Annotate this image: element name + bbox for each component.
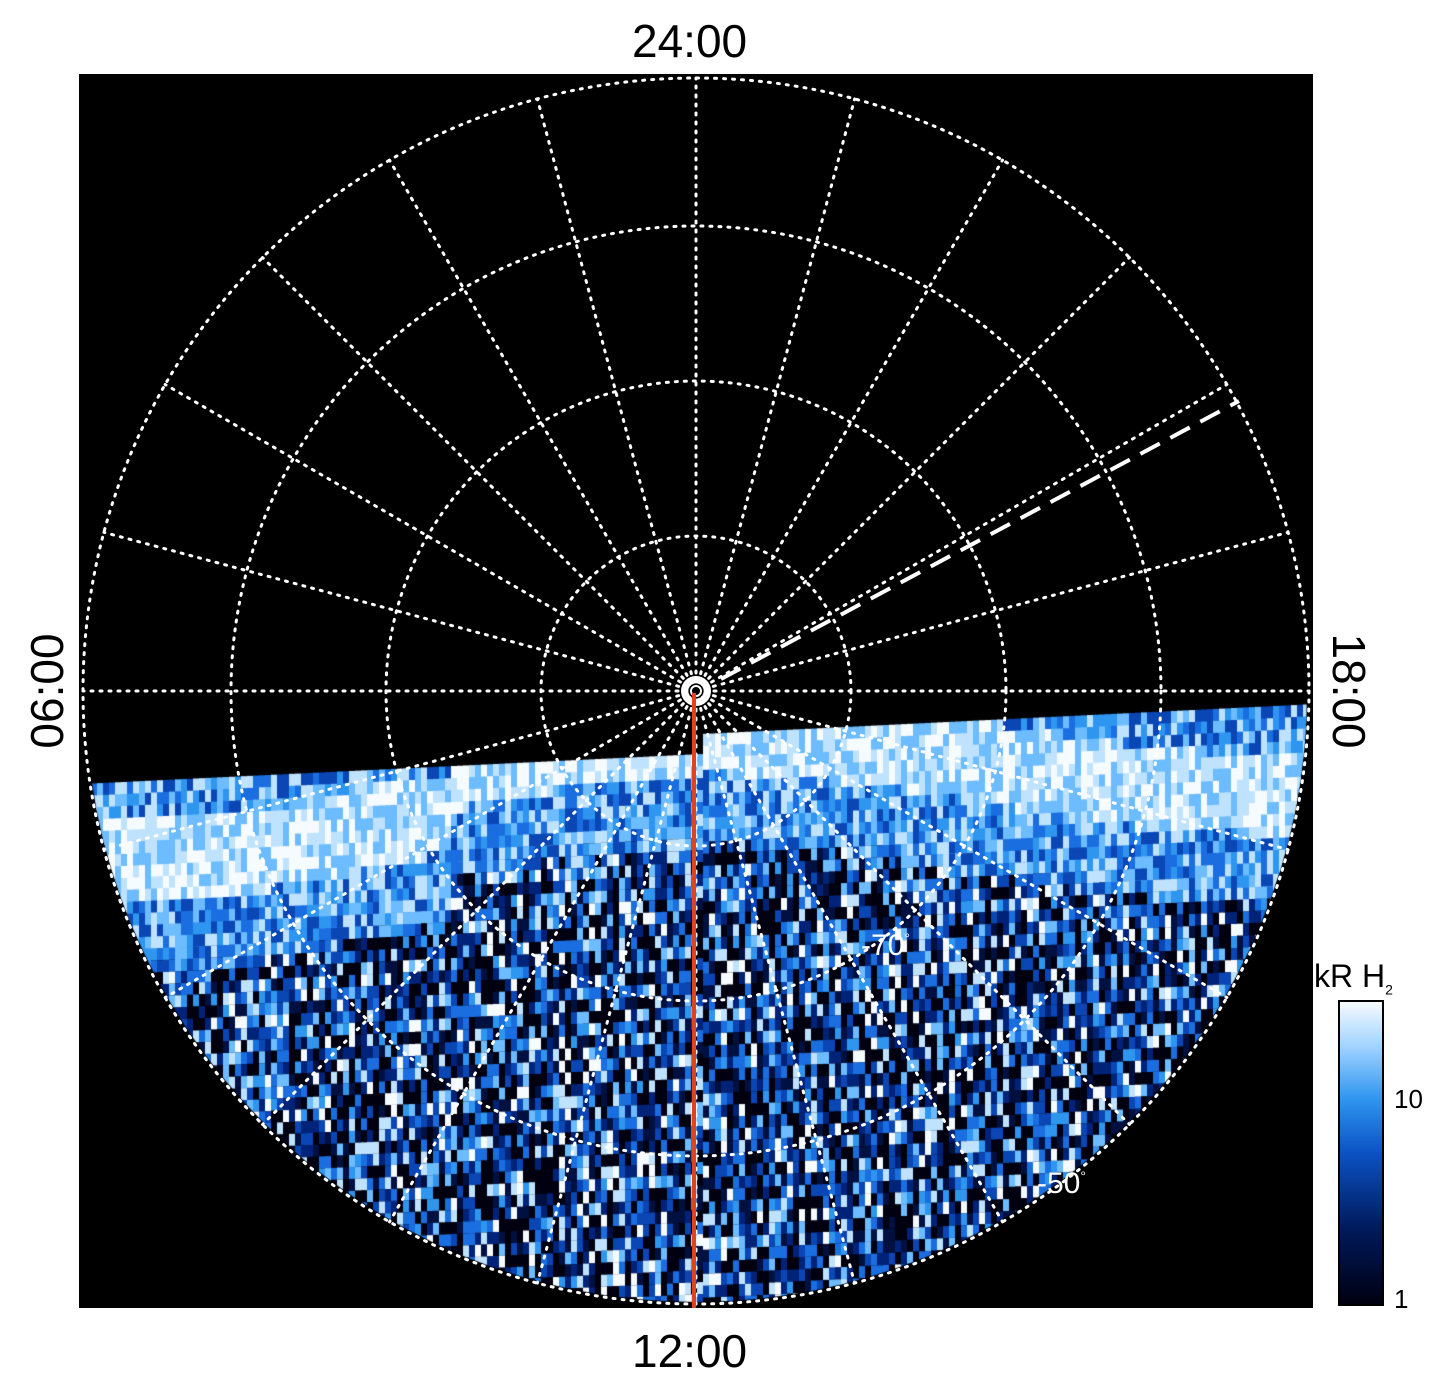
mlt-label-12: 12:00: [632, 1325, 748, 1377]
mlt-label-18: 18:00: [1323, 633, 1375, 749]
colorbar-title: kR H2: [1314, 958, 1393, 998]
mlt-meridian: [694, 689, 857, 1285]
mlt-meridian: [102, 530, 698, 693]
mlt-meridian: [388, 158, 698, 693]
mlt-meridian: [694, 689, 1004, 1224]
mlt-meridian: [388, 689, 698, 1224]
mlt-meridian: [694, 383, 1229, 693]
mlt-label-06: 06:00: [21, 633, 73, 749]
mlt-meridian: [261, 256, 698, 693]
mlt-meridian: [535, 689, 698, 1285]
colorbar: [1338, 1000, 1384, 1306]
mlt-meridian: [694, 256, 1131, 693]
mlt-meridian: [694, 530, 1290, 693]
mlt-meridian: [163, 383, 698, 693]
dashed-reference-line: [720, 399, 1240, 681]
latitude-label-50: -50°: [1037, 1167, 1086, 1200]
mlt-meridian: [694, 689, 1290, 852]
mlt-meridian: [102, 689, 698, 852]
mlt-meridian: [694, 158, 1004, 693]
mlt-meridian: [694, 689, 1229, 999]
latitude-label-70: -70°: [861, 929, 910, 962]
mlt-label-24: 24:00: [632, 15, 748, 67]
polar-grid: [81, 76, 1311, 1308]
colorbar-tick-1: 1: [1394, 1284, 1409, 1314]
polar-projection-image: -70° -50°: [79, 74, 1313, 1308]
colorbar-tick-10: 10: [1394, 1084, 1423, 1114]
mlt-meridian: [163, 689, 698, 999]
mlt-meridian: [694, 97, 857, 693]
mlt-meridian: [694, 689, 1131, 1126]
mlt-meridian: [535, 97, 698, 693]
mlt-meridian: [261, 689, 698, 1126]
